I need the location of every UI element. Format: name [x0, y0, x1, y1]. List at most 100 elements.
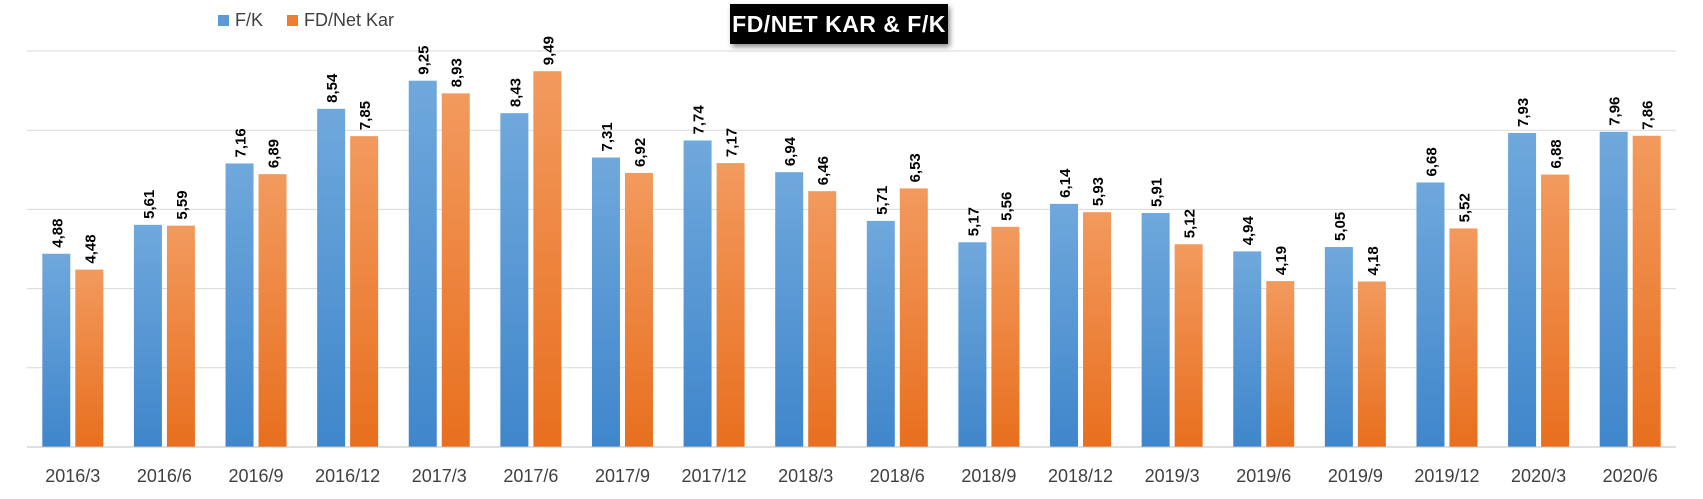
- data-label-fd-net-kar-2019-3: 5,12: [1182, 209, 1199, 238]
- bar-fd-net-kar-2020-3: [1541, 174, 1570, 447]
- bar-fk-2016-3: [42, 253, 71, 447]
- data-label-fk-2017-12: 7,74: [691, 105, 708, 135]
- bar-fd-net-kar-2019-12: [1449, 228, 1478, 447]
- data-label-fd-net-kar-2017-3: 8,93: [449, 58, 466, 87]
- x-tick-label: 2016/6: [137, 466, 192, 486]
- x-tick-label: 2017/3: [412, 466, 467, 486]
- bar-fk-2019-9: [1324, 247, 1353, 447]
- data-label-fd-net-kar-2018-3: 6,46: [815, 156, 832, 185]
- x-tick-label: 2018/6: [870, 466, 925, 486]
- legend-swatch-fd-net-kar: [287, 15, 299, 26]
- bar-fd-net-kar-2016-3: [75, 269, 104, 447]
- bar-fk-2017-12: [683, 140, 712, 447]
- bar-fk-2016-12: [317, 108, 346, 447]
- x-tick-label: 2017/12: [682, 466, 747, 486]
- data-label-fd-net-kar-2016-12: 7,85: [357, 101, 374, 130]
- bar-fk-2016-6: [133, 224, 162, 447]
- data-label-fd-net-kar-2016-6: 5,59: [174, 190, 191, 219]
- bar-fd-net-kar-2019-9: [1357, 281, 1386, 447]
- bar-fd-net-kar-2017-9: [624, 172, 653, 447]
- bar-fk-2018-12: [1050, 203, 1079, 447]
- data-label-fk-2018-9: 5,17: [965, 207, 982, 236]
- bar-fk-2017-6: [500, 113, 529, 447]
- x-tick-label: 2016/9: [228, 466, 283, 486]
- legend-item-fk: F/K: [218, 10, 263, 31]
- x-tick-label: 2016/12: [315, 466, 380, 486]
- data-label-fd-net-kar-2018-12: 5,93: [1090, 177, 1107, 206]
- data-label-fk-2019-9: 5,05: [1332, 212, 1349, 241]
- bar-fd-net-kar-2020-6: [1632, 135, 1661, 447]
- data-label-fd-net-kar-2017-12: 7,17: [724, 128, 741, 157]
- data-label-fk-2016-9: 7,16: [233, 128, 250, 157]
- data-label-fk-2016-3: 4,88: [49, 219, 66, 248]
- bar-fd-net-kar-2018-6: [899, 188, 928, 448]
- bar-fd-net-kar-2018-9: [991, 226, 1020, 447]
- data-label-fd-net-kar-2017-9: 6,92: [632, 138, 649, 167]
- x-tick-label: 2018/12: [1048, 466, 1113, 486]
- bar-fk-2019-6: [1233, 251, 1262, 447]
- bar-fd-net-kar-2016-6: [166, 225, 195, 447]
- x-tick-label: 2018/9: [961, 466, 1016, 486]
- bar-fk-2017-3: [408, 80, 437, 447]
- data-label-fk-2017-9: 7,31: [599, 122, 616, 151]
- bar-fd-net-kar-2017-3: [441, 93, 470, 447]
- x-tick-label: 2017/9: [595, 466, 650, 486]
- data-label-fd-net-kar-2017-6: 9,49: [540, 36, 557, 65]
- chart-title: FD/NET KAR & F/K: [730, 4, 948, 44]
- bar-fk-2018-3: [775, 172, 804, 447]
- data-label-fd-net-kar-2018-6: 6,53: [907, 153, 924, 182]
- bar-fd-net-kar-2019-6: [1266, 281, 1295, 447]
- bar-fd-net-kar-2018-3: [808, 191, 837, 447]
- data-label-fk-2016-6: 5,61: [141, 190, 158, 219]
- data-label-fd-net-kar-2019-12: 5,52: [1456, 193, 1473, 222]
- data-label-fk-2020-6: 7,96: [1607, 97, 1624, 126]
- legend-label-fk: F/K: [235, 10, 264, 30]
- x-tick-label: 2016/3: [45, 466, 100, 486]
- bar-fk-2019-3: [1141, 212, 1170, 447]
- bar-fk-2017-9: [591, 157, 620, 448]
- x-tick-label: 2019/9: [1328, 466, 1383, 486]
- bar-fd-net-kar-2018-12: [1083, 212, 1112, 447]
- bar-fd-net-kar-2016-9: [258, 174, 287, 447]
- data-label-fk-2020-3: 7,93: [1515, 98, 1532, 127]
- x-tick-label: 2018/3: [778, 466, 833, 486]
- data-label-fd-net-kar-2016-3: 4,48: [82, 234, 99, 263]
- bar-fk-2019-12: [1416, 182, 1445, 448]
- legend-label-fd-net-kar: FD/Net Kar: [304, 10, 395, 30]
- data-label-fd-net-kar-2019-9: 4,18: [1365, 246, 1382, 275]
- legend-swatch-fk: [218, 15, 229, 26]
- x-tick-label: 2019/6: [1236, 466, 1291, 486]
- bar-fd-net-kar-2017-6: [533, 71, 562, 448]
- x-tick-label: 2017/6: [503, 466, 558, 486]
- data-label-fk-2019-6: 4,94: [1240, 216, 1257, 246]
- x-tick-label: 2020/6: [1603, 466, 1658, 486]
- data-label-fk-2019-3: 5,91: [1149, 178, 1166, 207]
- data-label-fk-2018-12: 6,14: [1057, 168, 1074, 198]
- data-label-fd-net-kar-2020-6: 7,86: [1640, 101, 1657, 130]
- data-label-fd-net-kar-2020-3: 6,88: [1548, 139, 1565, 168]
- data-label-fk-2016-12: 8,54: [324, 73, 341, 103]
- data-label-fd-net-kar-2018-9: 5,56: [998, 192, 1015, 221]
- bar-fk-2018-9: [958, 242, 987, 447]
- legend: F/K FD/Net Kar: [218, 10, 394, 31]
- bar-fk-2020-3: [1508, 132, 1537, 448]
- data-label-fk-2017-3: 9,25: [416, 45, 433, 74]
- x-tick-label: 2020/3: [1511, 466, 1566, 486]
- data-label-fk-2018-3: 6,94: [782, 136, 799, 166]
- x-tick-label: 2019/3: [1145, 466, 1200, 486]
- bar-fd-net-kar-2019-3: [1174, 244, 1203, 447]
- bar-fk-2016-9: [225, 163, 254, 448]
- data-label-fd-net-kar-2016-9: 6,89: [266, 139, 283, 168]
- bar-fd-net-kar-2017-12: [716, 163, 745, 447]
- data-label-fk-2017-6: 8,43: [507, 78, 524, 107]
- bar-fk-2020-6: [1599, 131, 1628, 447]
- x-tick-label: 2019/12: [1414, 466, 1479, 486]
- legend-item-fd-net-kar: FD/Net Kar: [287, 10, 394, 31]
- data-label-fk-2019-12: 6,68: [1423, 147, 1440, 176]
- data-label-fk-2018-6: 5,71: [874, 186, 891, 215]
- bar-fk-2018-6: [866, 220, 895, 447]
- data-label-fd-net-kar-2019-6: 4,19: [1273, 246, 1290, 275]
- bar-fd-net-kar-2016-12: [350, 136, 379, 447]
